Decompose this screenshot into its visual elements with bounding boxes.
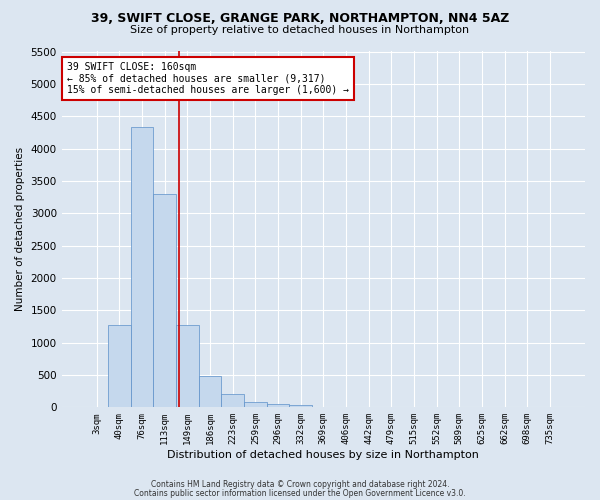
Bar <box>266 404 289 407</box>
Bar <box>221 394 244 407</box>
Bar <box>289 404 312 407</box>
X-axis label: Distribution of detached houses by size in Northampton: Distribution of detached houses by size … <box>167 450 479 460</box>
Text: 39 SWIFT CLOSE: 160sqm
← 85% of detached houses are smaller (9,317)
15% of semi-: 39 SWIFT CLOSE: 160sqm ← 85% of detached… <box>67 62 349 96</box>
Bar <box>154 194 176 408</box>
Text: Contains public sector information licensed under the Open Government Licence v3: Contains public sector information licen… <box>134 489 466 498</box>
Bar <box>244 402 266 407</box>
Y-axis label: Number of detached properties: Number of detached properties <box>15 148 25 312</box>
Bar <box>131 127 154 408</box>
Bar <box>199 376 221 408</box>
Text: Contains HM Land Registry data © Crown copyright and database right 2024.: Contains HM Land Registry data © Crown c… <box>151 480 449 489</box>
Bar <box>108 325 131 407</box>
Bar <box>176 324 199 407</box>
Text: 39, SWIFT CLOSE, GRANGE PARK, NORTHAMPTON, NN4 5AZ: 39, SWIFT CLOSE, GRANGE PARK, NORTHAMPTO… <box>91 12 509 26</box>
Text: Size of property relative to detached houses in Northampton: Size of property relative to detached ho… <box>130 25 470 35</box>
